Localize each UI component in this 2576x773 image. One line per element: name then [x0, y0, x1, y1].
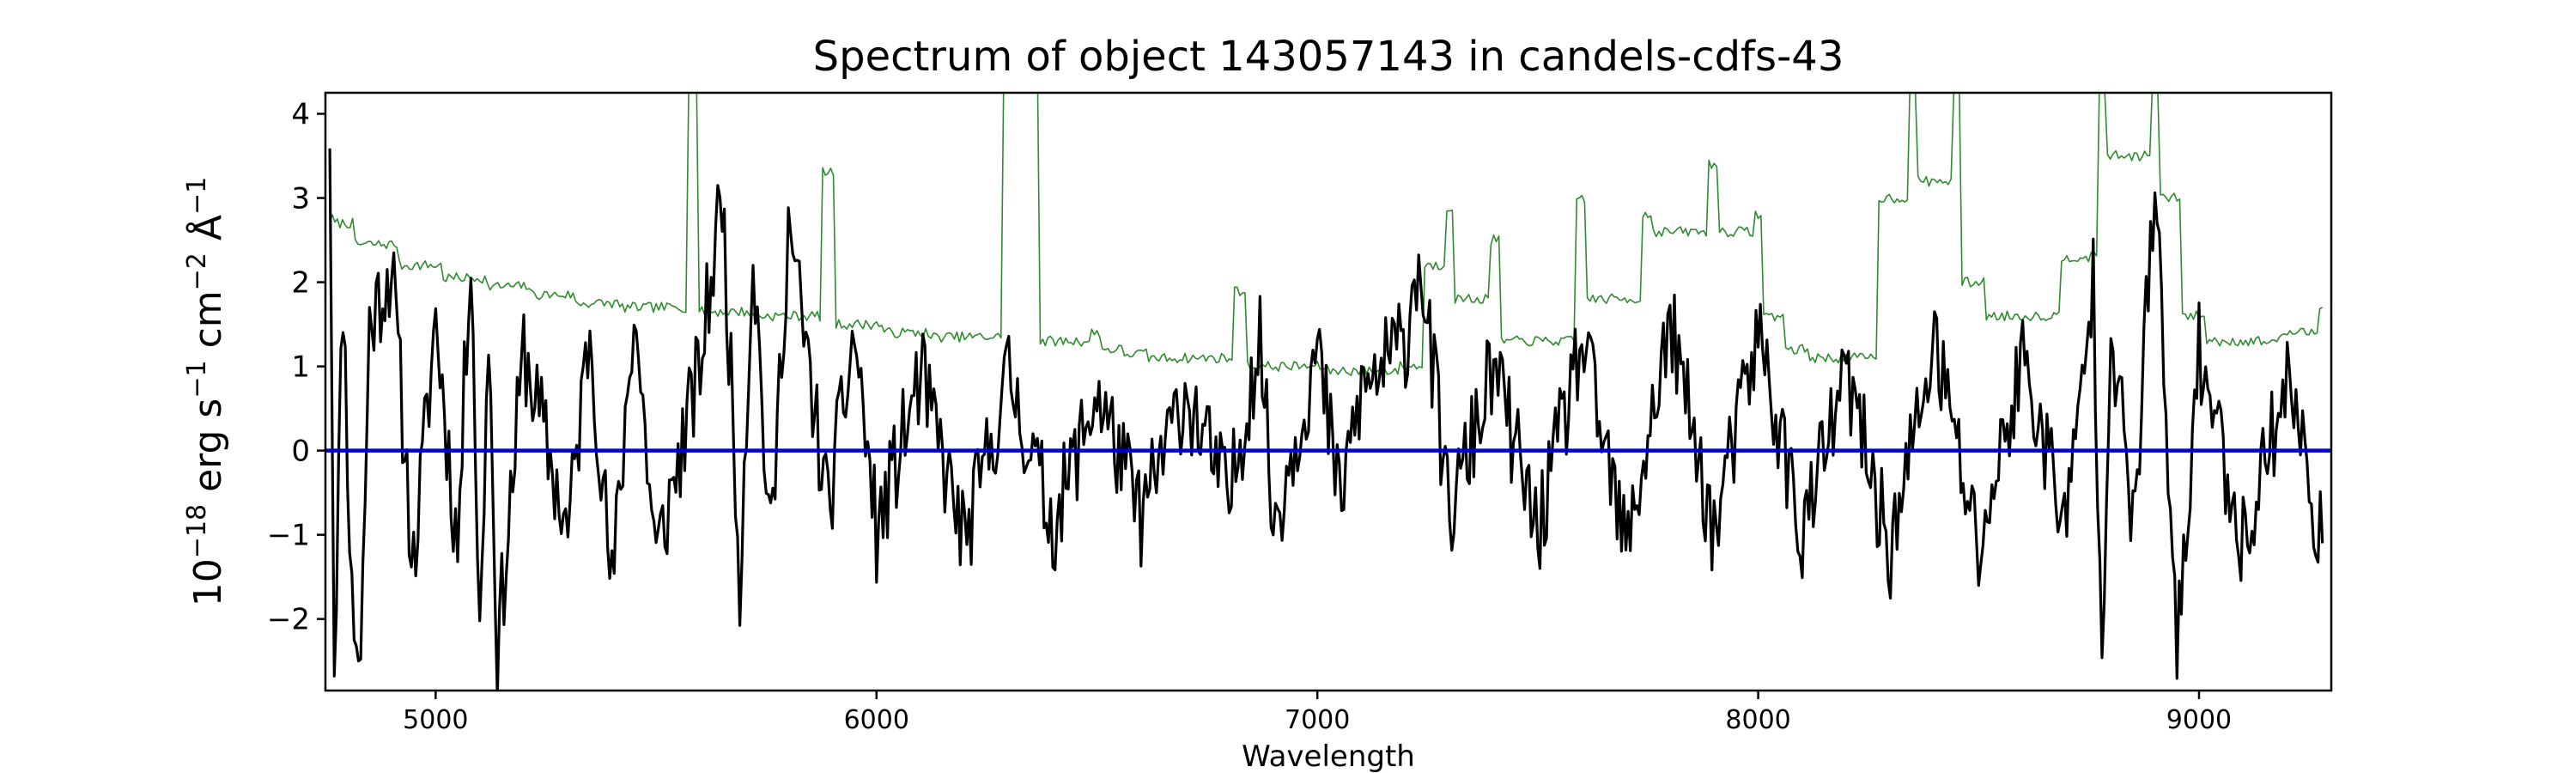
series-layer: [325, 93, 2331, 691]
x-tick-label: 7000: [1285, 705, 1350, 735]
y-axis-label-exp: −18: [182, 504, 212, 558]
y-axis-label: 10−18 erg s−1 cm−2 Å−1: [182, 177, 230, 606]
y-tick-label: 3: [291, 182, 310, 216]
y-axis-label-unit1: erg s: [186, 399, 230, 504]
series-line-1: [329, 93, 2324, 376]
y-tick-label: 0: [291, 435, 310, 469]
y-tick-label: −2: [267, 603, 310, 637]
y-axis-label-exp3: −1: [182, 177, 212, 215]
y-axis-label-exp1: −1: [182, 360, 212, 398]
chart-title: Spectrum of object 143057143 in candels-…: [813, 33, 1844, 81]
x-tick-label: 5000: [403, 705, 468, 735]
y-axis-label-unit2: cm: [186, 290, 230, 360]
y-tick-label: 1: [291, 350, 310, 385]
y-tick-label: −1: [267, 519, 310, 553]
x-axis: 5000 6000 7000 8000 9000: [403, 691, 2232, 735]
x-tick-label: 8000: [1725, 705, 1790, 735]
y-axis-label-unit3: Å: [185, 215, 230, 253]
x-axis-label: Wavelength: [1242, 740, 1415, 773]
y-axis: −2 −1 0 1 2 3 4: [267, 98, 325, 637]
plot-frame: [324, 91, 2333, 692]
y-tick-label: 2: [291, 266, 310, 301]
y-axis-label-exp2: −2: [182, 253, 212, 290]
x-tick-label: 6000: [844, 705, 909, 735]
x-tick-label: 9000: [2166, 705, 2232, 735]
series-line-2: [328, 148, 2324, 691]
y-tick-label: 4: [291, 98, 310, 132]
y-axis-label-base: 10: [186, 558, 230, 606]
